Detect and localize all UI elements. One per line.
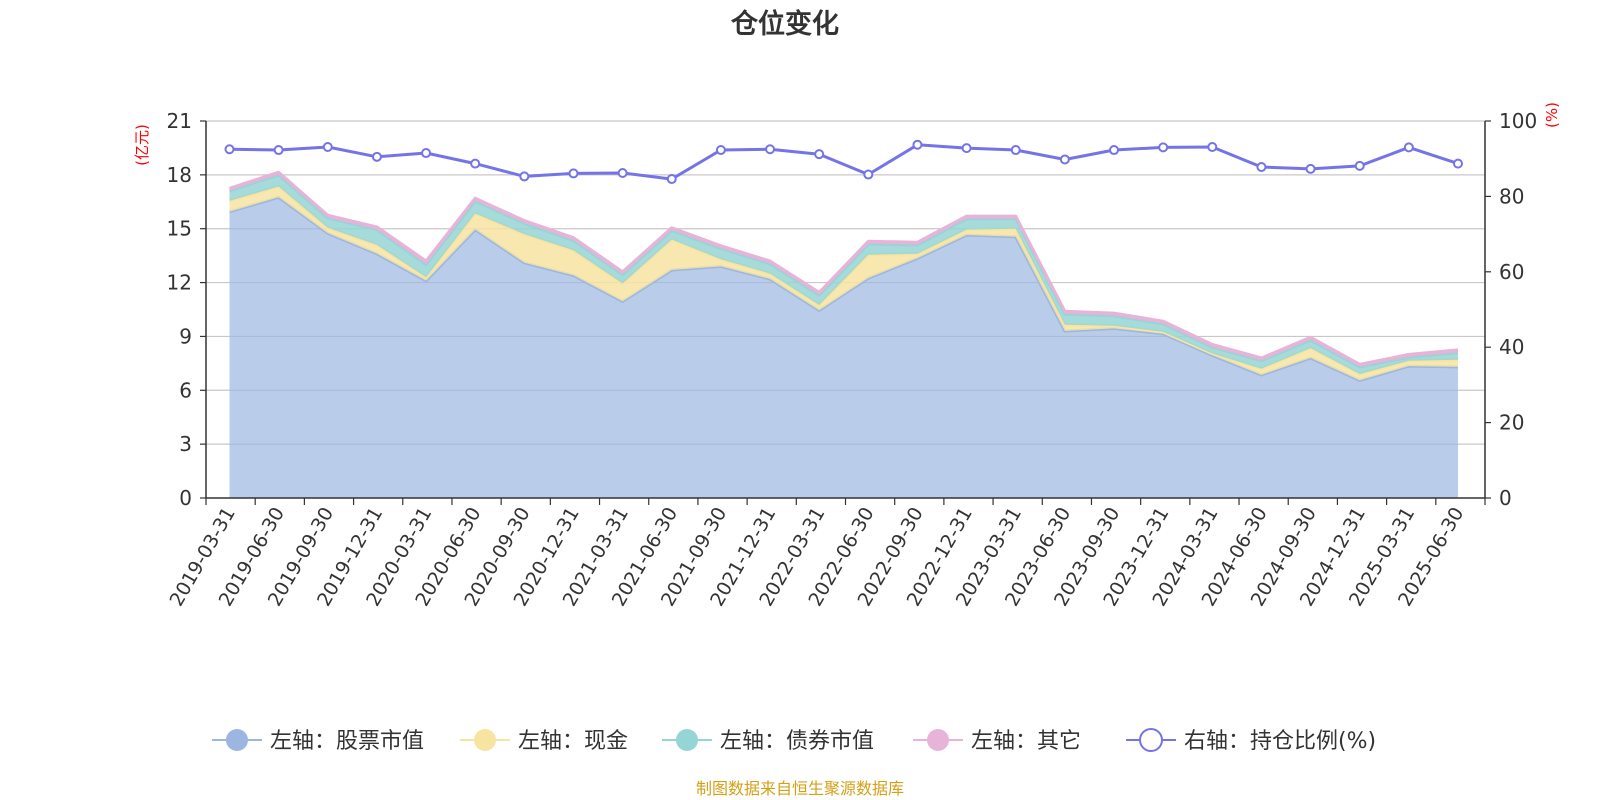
- area-series-1: [229, 186, 1458, 381]
- line-series-point: [273, 145, 284, 156]
- left-axis-tick-label: 3: [179, 432, 192, 456]
- line-series-point: [715, 145, 726, 156]
- line-series-point: [1109, 145, 1120, 156]
- line-series-point: [322, 142, 333, 153]
- left-axis-tick-label: 15: [167, 217, 192, 241]
- line-series-point: [912, 139, 923, 150]
- line-series-point: [863, 169, 874, 180]
- line-series-point: [224, 144, 235, 155]
- right-axis-unit: (%): [1543, 102, 1561, 128]
- line-series-point: [1158, 142, 1169, 153]
- line-series-point: [519, 171, 530, 182]
- left-axis-tick-label: 21: [167, 109, 192, 133]
- line-series-point: [1305, 163, 1316, 174]
- legend-label: 右轴：持仓比例(%): [1184, 729, 1376, 754]
- legend-label: 左轴：股票市值: [270, 729, 424, 754]
- legend-marker: [226, 729, 248, 751]
- stacked-areas: [229, 170, 1459, 499]
- right-axis-tick-label: 20: [1499, 411, 1524, 435]
- line-series-point: [814, 149, 825, 160]
- right-axis-tick-label: 80: [1499, 184, 1524, 208]
- line-series-point: [961, 143, 972, 154]
- left-axis-tick-label: 0: [179, 486, 192, 510]
- legend-marker: [474, 729, 496, 751]
- left-axis-tick-label: 9: [179, 324, 192, 348]
- legend: 左轴：股票市值 左轴：现金 左轴：债券市值 左轴：其它 右轴：持仓比例(%): [212, 728, 1376, 754]
- left-axis-tick-label: 6: [179, 378, 192, 402]
- area-series-2: [229, 174, 1458, 375]
- line-series-point: [1010, 145, 1021, 156]
- line-series-point: [470, 158, 481, 169]
- line-series-point: [1207, 142, 1218, 153]
- legend-label: 左轴：现金: [518, 729, 628, 754]
- right-axis-tick-label: 100: [1499, 109, 1537, 133]
- right-axis-tick-label: 40: [1499, 335, 1524, 359]
- left-axis-tick-label: 12: [167, 271, 192, 295]
- line-series-point: [1354, 160, 1365, 171]
- legend-marker: [927, 729, 949, 751]
- data-source-note: 制图数据来自恒生聚源数据库: [696, 779, 904, 798]
- legend-label: 左轴：其它: [971, 729, 1081, 754]
- area-series-3: [229, 172, 1458, 367]
- line-series-path: [229, 143, 1459, 181]
- left-axis-tick-label: 18: [167, 163, 192, 187]
- legend-marker: [1139, 728, 1163, 752]
- line-series-point: [1453, 158, 1463, 169]
- holding-ratio-line: [224, 139, 1463, 185]
- legend-label: 左轴：债券市值: [720, 729, 874, 754]
- line-series-point: [666, 174, 677, 185]
- chart-title: 仓位变化: [730, 8, 839, 40]
- area-series-edge-3: [229, 170, 1459, 366]
- line-series-point: [1256, 161, 1267, 172]
- line-series-point: [1059, 154, 1070, 165]
- area-series-0: [229, 197, 1458, 499]
- line-series-point: [371, 151, 382, 162]
- line-series-point: [568, 168, 579, 179]
- legend-marker: [676, 729, 698, 751]
- line-series-point: [1403, 142, 1414, 153]
- line-series-point: [617, 168, 628, 179]
- line-series-point: [765, 144, 776, 155]
- right-axis-tick-label: 0: [1499, 486, 1512, 510]
- line-series-point: [421, 148, 432, 159]
- left-axis-unit: (亿元): [133, 124, 151, 166]
- right-axis-tick-label: 60: [1499, 260, 1524, 284]
